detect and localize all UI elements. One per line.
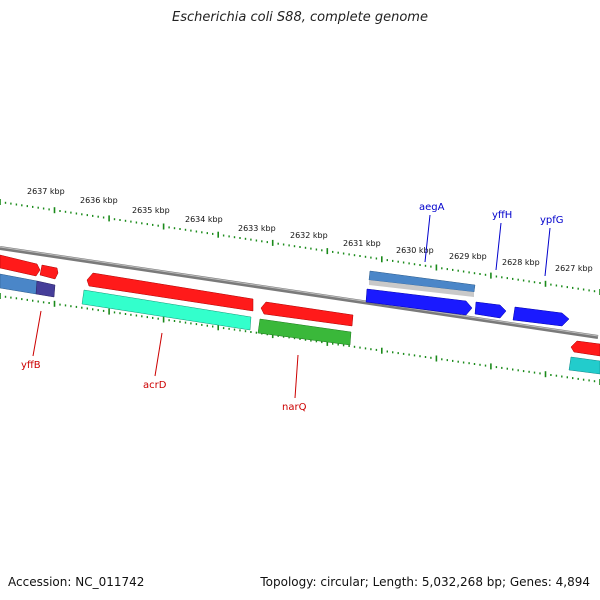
gene-label-acrD[interactable]: acrD — [143, 380, 167, 391]
gene-acrD[interactable] — [81, 289, 252, 331]
genome-backbone — [0, 246, 599, 339]
gene-label-aegA[interactable]: aegA — [419, 202, 445, 213]
leader-acrD — [154, 332, 163, 377]
scale-label: 2636 kbp — [80, 196, 118, 205]
scale-label: 2633 kbp — [238, 224, 276, 233]
genome-backbone-highlight — [0, 246, 599, 337]
scale-label: 2629 kbp — [449, 252, 487, 261]
gene-ypfG[interactable] — [512, 306, 570, 327]
outer-tick-track — [0, 199, 600, 295]
scale-label: 2628 kbp — [502, 258, 540, 267]
gene-narQ[interactable] — [257, 318, 352, 346]
gene-steel-left[interactable] — [0, 273, 38, 295]
leader-ypfG — [544, 227, 551, 277]
gene-narQ-upper[interactable] — [260, 301, 354, 327]
gene-aegA[interactable] — [365, 288, 473, 316]
gene-label-ypfG[interactable]: ypfG — [540, 215, 564, 226]
gene-label-yffB[interactable]: yffB — [21, 360, 41, 371]
accession-text: Accession: NC_011742 — [8, 575, 145, 589]
leader-yffB — [32, 310, 42, 357]
leader-aegA — [424, 214, 431, 263]
gene-label-yffH[interactable]: yffH — [492, 210, 512, 221]
gene-small-red[interactable] — [39, 264, 59, 280]
gene-red-right[interactable] — [570, 340, 600, 357]
scale-label: 2630 kbp — [396, 246, 434, 255]
scale-label: 2631 kbp — [343, 239, 381, 248]
scale-label: 2634 kbp — [185, 215, 223, 224]
gene-yffB-fragment[interactable] — [0, 254, 41, 277]
leader-yffH — [495, 222, 502, 271]
scale-label: 2627 kbp — [555, 264, 593, 273]
gene-aegA-upper-shadow — [369, 280, 474, 297]
gene-acrD-upper[interactable] — [86, 272, 254, 312]
gene-teal-right[interactable] — [568, 356, 600, 375]
gene-label-narQ[interactable]: narQ — [282, 402, 307, 413]
gene-yffH[interactable] — [474, 301, 507, 319]
gene-indigo-left[interactable] — [35, 280, 56, 298]
scale-label: 2635 kbp — [132, 206, 170, 215]
scale-label: 2637 kbp — [27, 187, 65, 196]
scale-label: 2632 kbp — [290, 231, 328, 240]
inner-tick-track — [0, 293, 600, 385]
genome-summary-text: Topology: circular; Length: 5,032,268 bp… — [260, 575, 590, 589]
map-title: Escherichia coli S88, complete genome — [172, 10, 428, 25]
leader-narQ — [294, 354, 299, 399]
